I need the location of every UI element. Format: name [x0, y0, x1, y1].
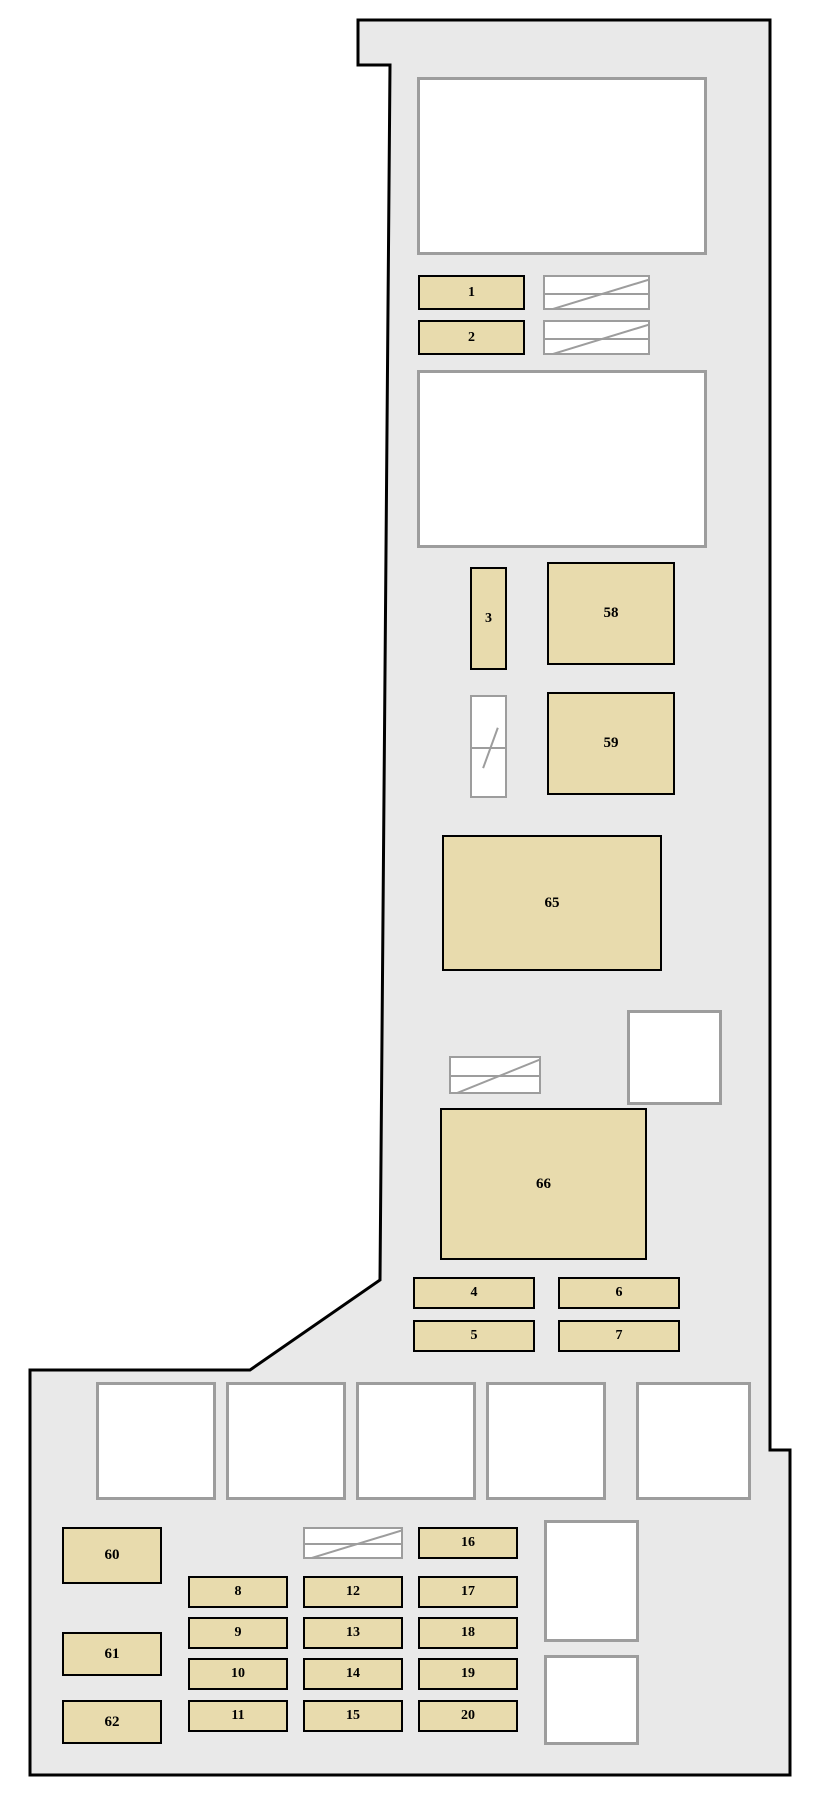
- fuse-60: 60: [62, 1527, 162, 1584]
- fuse-5: 5: [413, 1320, 535, 1352]
- fuse-58: 58: [547, 562, 675, 665]
- fuse-11: 11: [188, 1700, 288, 1732]
- fuse-3: 3: [470, 567, 507, 670]
- fuse-17: 17: [418, 1576, 518, 1608]
- blank-slot: [486, 1382, 606, 1500]
- unused-slot: [543, 320, 650, 355]
- fuse-15: 15: [303, 1700, 403, 1732]
- blank-slot: [356, 1382, 476, 1500]
- blank-slot: [417, 370, 707, 548]
- fuse-20: 20: [418, 1700, 518, 1732]
- fuse-13: 13: [303, 1617, 403, 1649]
- fuse-14: 14: [303, 1658, 403, 1690]
- blank-slot: [627, 1010, 722, 1105]
- blank-slot: [544, 1655, 639, 1745]
- blank-slot: [544, 1520, 639, 1642]
- fuse-9: 9: [188, 1617, 288, 1649]
- fuse-61: 61: [62, 1632, 162, 1676]
- fuse-65: 65: [442, 835, 662, 971]
- fuse-18: 18: [418, 1617, 518, 1649]
- unused-slot: [449, 1056, 541, 1094]
- fuse-59: 59: [547, 692, 675, 795]
- fuse-19: 19: [418, 1658, 518, 1690]
- fuse-4: 4: [413, 1277, 535, 1309]
- unused-slot: [470, 695, 507, 798]
- blank-slot: [226, 1382, 346, 1500]
- blank-slot: [96, 1382, 216, 1500]
- blank-slot: [636, 1382, 751, 1500]
- fuse-16: 16: [418, 1527, 518, 1559]
- fuse-66: 66: [440, 1108, 647, 1260]
- fuse-12: 12: [303, 1576, 403, 1608]
- fuse-1: 1: [418, 275, 525, 310]
- panel-outline: [0, 0, 817, 1795]
- blank-slot: [417, 77, 707, 255]
- fuse-7: 7: [558, 1320, 680, 1352]
- fuse-8: 8: [188, 1576, 288, 1608]
- unused-slot: [543, 275, 650, 310]
- fuse-2: 2: [418, 320, 525, 355]
- fuse-10: 10: [188, 1658, 288, 1690]
- fuse-62: 62: [62, 1700, 162, 1744]
- unused-slot: [303, 1527, 403, 1559]
- fusebox-diagram: 1235859656645676061628910111213141516171…: [0, 0, 817, 1795]
- fuse-6: 6: [558, 1277, 680, 1309]
